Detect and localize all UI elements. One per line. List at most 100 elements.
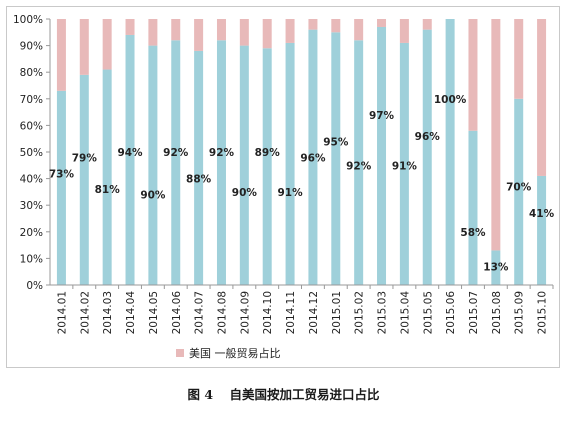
bar-segment-general	[171, 19, 181, 41]
bar-segment-processing	[194, 50, 204, 285]
x-tick-label: 2014.07	[194, 291, 206, 334]
bar-segment-general	[377, 19, 387, 27]
y-tick-label: 0%	[26, 280, 43, 292]
bar-segment-general	[125, 19, 135, 35]
data-label: 91%	[392, 160, 418, 172]
bar-segment-processing	[79, 74, 89, 285]
y-tick-label: 90%	[20, 41, 43, 53]
data-label: 100%	[434, 94, 467, 106]
bar-segment-processing	[148, 45, 158, 285]
y-tick-label: 50%	[20, 147, 43, 159]
data-label: 94%	[117, 147, 143, 159]
data-label: 70%	[506, 182, 532, 194]
figure-number: 图 4	[187, 387, 214, 402]
data-label: 90%	[232, 187, 258, 199]
bar-segment-general	[331, 19, 341, 33]
data-label: 96%	[415, 131, 441, 143]
x-tick-label: 2015.07	[468, 291, 480, 334]
bar-segment-processing	[491, 250, 501, 285]
data-label: 92%	[209, 147, 235, 159]
bar-segment-processing	[239, 45, 249, 285]
bar-segment-general	[468, 19, 478, 131]
bar-segment-processing	[308, 29, 318, 285]
data-label: 41%	[529, 208, 555, 220]
x-axis: 2014.01 2014.02 2014.03 2014.04 2014.05 2014.…	[50, 284, 554, 335]
bar-segment-general	[239, 19, 249, 46]
bar-segment-processing	[537, 175, 547, 285]
bar-segment-processing	[216, 40, 226, 285]
y-tick-label: 40%	[20, 174, 43, 186]
stacked-bar-chart: 0% 10% 20% 30% 40% 50% 60% 70% 80% 90% 100% 73% 79%…	[13, 14, 555, 360]
data-label: 97%	[369, 110, 395, 122]
y-tick-label: 80%	[20, 67, 43, 79]
data-labels: 73% 79% 81% 94% 90% 92% 88% 92% 90% 89% 91% 96% 95% 9…	[49, 94, 555, 274]
bar-segment-general	[514, 19, 524, 99]
chart-frame: 0% 10% 20% 30% 40% 50% 60% 70% 80% 90% 100% 73% 79%…	[6, 6, 560, 368]
y-axis: 0% 10% 20% 30% 40% 50% 60% 70% 80% 90% 100%	[13, 14, 51, 292]
y-tick-label: 100%	[13, 14, 43, 26]
bar-segment-general	[102, 19, 112, 70]
bar-segment-general	[308, 19, 318, 30]
bar-segment-processing	[56, 90, 66, 285]
bar-segment-processing	[445, 19, 455, 285]
bar-segment-processing	[125, 34, 135, 286]
bar-segment-processing	[171, 40, 181, 285]
bar-segment-processing	[262, 48, 272, 286]
bar-segment-general	[79, 19, 89, 75]
x-tick-label: 2014.06	[171, 291, 183, 335]
data-label: 92%	[346, 160, 372, 172]
x-tick-label: 2014.08	[216, 291, 228, 334]
x-tick-label: 2014.05	[148, 291, 160, 334]
x-tick-label: 2014.04	[125, 291, 137, 335]
bar-segment-general	[422, 19, 432, 30]
bar-segment-general	[56, 19, 66, 91]
data-label: 92%	[163, 147, 189, 159]
x-tick-label: 2015.09	[514, 291, 526, 334]
bar-segment-general	[148, 19, 158, 46]
x-tick-label: 2014.01	[56, 291, 68, 334]
x-tick-label: 2014.03	[102, 291, 114, 334]
x-tick-label: 2014.02	[79, 291, 91, 334]
data-label: 90%	[140, 190, 166, 202]
x-tick-label: 2015.06	[445, 291, 457, 335]
bar-segment-processing	[331, 32, 341, 285]
bar-segment-processing	[422, 29, 432, 285]
x-tick-label: 2014.12	[308, 291, 320, 334]
x-tick-label: 2015.03	[377, 291, 389, 334]
data-label: 79%	[72, 152, 98, 164]
x-tick-label: 2014.09	[239, 291, 251, 334]
bar-segment-processing	[468, 130, 478, 285]
x-tick-label: 2015.05	[422, 291, 434, 334]
bar-segment-general	[216, 19, 226, 41]
figure-title: 自美国按加工贸易进口占比	[229, 387, 380, 402]
legend: 美国 一般贸易占比	[176, 346, 281, 360]
x-tick-label: 2015.01	[331, 291, 343, 334]
legend-label: 美国 一般贸易占比	[189, 346, 281, 360]
bar-segment-processing	[102, 69, 112, 285]
y-tick-label: 10%	[20, 253, 43, 265]
bar-segment-processing	[354, 40, 364, 285]
bar-segment-processing	[399, 42, 409, 285]
legend-swatch	[176, 349, 184, 357]
bar-segment-general	[262, 19, 272, 49]
x-tick-label: 2015.08	[491, 291, 503, 334]
bar-segment-processing	[377, 26, 387, 285]
data-label: 91%	[277, 187, 303, 199]
y-tick-label: 20%	[20, 227, 43, 239]
x-tick-label: 2015.02	[354, 291, 366, 334]
x-tick-label: 2015.04	[399, 291, 411, 335]
data-label: 73%	[49, 168, 75, 180]
x-tick-label: 2015.10	[537, 291, 549, 334]
y-tick-label: 30%	[20, 200, 43, 212]
bar-segment-general	[491, 19, 501, 251]
data-label: 81%	[95, 184, 121, 196]
bar-segment-processing	[514, 98, 524, 285]
data-label: 89%	[255, 147, 281, 159]
y-tick-label: 70%	[20, 94, 43, 106]
data-label: 88%	[186, 174, 212, 186]
bar-segment-general	[354, 19, 364, 41]
data-label: 95%	[323, 136, 349, 148]
data-label: 58%	[460, 227, 486, 239]
bar-segment-general	[399, 19, 409, 43]
x-tick-label: 2014.10	[262, 291, 274, 334]
